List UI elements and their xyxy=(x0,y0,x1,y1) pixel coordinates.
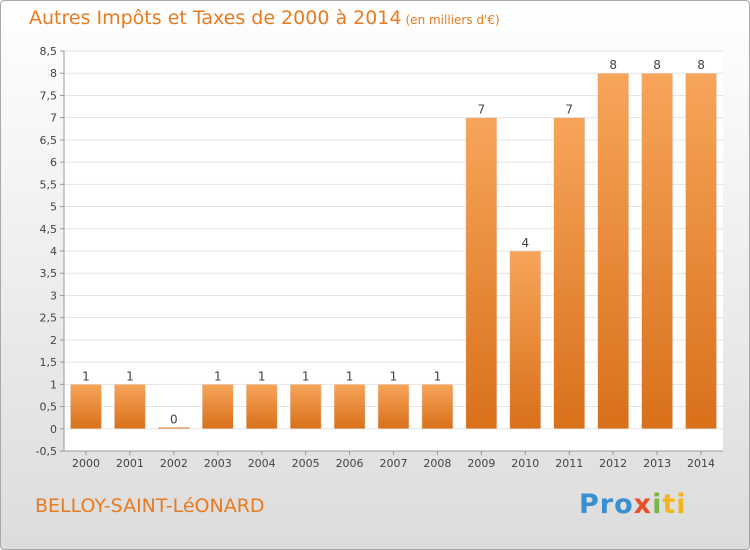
y-tick-label: 8,5 xyxy=(40,45,58,58)
y-tick-label: 7,5 xyxy=(40,89,58,102)
proxiti-logo: Proxiti xyxy=(579,489,687,520)
bar-value-label: 1 xyxy=(82,369,90,383)
bar-value-label: 1 xyxy=(126,369,134,383)
y-tick-label: 6,5 xyxy=(40,134,58,147)
bar-2008 xyxy=(421,384,454,430)
chart-unit: (en milliers d'€) xyxy=(405,13,500,27)
x-tick-label: 2001 xyxy=(116,457,144,470)
x-tick-label: 2005 xyxy=(292,457,320,470)
bar-2010 xyxy=(509,250,542,430)
logo-part: ti xyxy=(662,489,687,520)
bar-2005 xyxy=(289,384,322,430)
y-tick-label: 2,5 xyxy=(40,312,58,325)
bar-2011 xyxy=(553,117,585,430)
bar-value-label: 0 xyxy=(170,412,178,426)
bar-value-label: 4 xyxy=(521,236,529,250)
bar-value-label: 8 xyxy=(697,58,705,72)
bar-value-label: 8 xyxy=(609,58,617,72)
x-tick-label: 2003 xyxy=(204,457,232,470)
y-tick-label: 6 xyxy=(50,156,57,169)
bar-value-label: 1 xyxy=(346,369,354,383)
y-tick-label: 3,5 xyxy=(40,267,58,280)
bar-value-label: 1 xyxy=(390,369,398,383)
y-tick-label: 4 xyxy=(50,245,57,258)
chart-title: Autres Impôts et Taxes de 2000 à 2014 (en… xyxy=(29,7,500,29)
bar-2001 xyxy=(114,384,146,430)
x-tick-label: 2014 xyxy=(687,457,715,470)
bar-2007 xyxy=(377,384,410,430)
x-tick-label: 2013 xyxy=(643,457,671,470)
x-tick-label: 2007 xyxy=(380,457,408,470)
y-tick-label: -0,5 xyxy=(36,445,57,458)
x-tick-label: 2008 xyxy=(423,457,451,470)
x-tick-label: 2002 xyxy=(160,457,188,470)
bar-2002 xyxy=(158,427,190,430)
bar-value-label: 7 xyxy=(478,103,486,117)
bar-2004 xyxy=(245,384,278,430)
bar-value-label: 1 xyxy=(434,369,442,383)
y-tick-label: 0 xyxy=(50,423,57,436)
y-tick-label: 3 xyxy=(50,289,57,302)
y-tick-label: 1 xyxy=(50,378,57,391)
bar-2012 xyxy=(597,72,629,430)
bar-2006 xyxy=(333,384,366,430)
bar-2003 xyxy=(202,384,234,430)
bar-value-label: 1 xyxy=(258,369,266,383)
bar-value-label: 1 xyxy=(214,369,222,383)
bar-value-label: 8 xyxy=(653,58,661,72)
bar-2009 xyxy=(465,117,498,430)
bar-value-label: 7 xyxy=(565,103,573,117)
x-tick-label: 2006 xyxy=(336,457,364,470)
y-tick-label: 1,5 xyxy=(40,356,58,369)
bar-2014 xyxy=(685,72,717,430)
y-tick-label: 0,5 xyxy=(40,401,58,414)
y-tick-label: 4,5 xyxy=(40,223,58,236)
logo-part: i xyxy=(652,489,663,520)
y-tick-label: 2 xyxy=(50,334,57,347)
y-tick-label: 8 xyxy=(50,67,57,80)
bar-value-label: 1 xyxy=(302,369,310,383)
logo-part: Pro xyxy=(579,489,634,520)
x-tick-label: 2010 xyxy=(511,457,539,470)
logo-part: x xyxy=(633,489,653,520)
y-tick-label: 5 xyxy=(50,201,57,214)
y-tick-label: 7 xyxy=(50,112,57,125)
bar-2013 xyxy=(641,72,673,430)
x-tick-label: 2012 xyxy=(599,457,627,470)
commune-name: BELLOY-SAINT-LéONARD xyxy=(35,495,265,517)
y-tick-label: 5,5 xyxy=(40,178,58,191)
x-tick-label: 2004 xyxy=(248,457,276,470)
bar-2000 xyxy=(70,384,102,430)
x-tick-label: 2000 xyxy=(72,457,100,470)
chart-title-text: Autres Impôts et Taxes de 2000 à 2014 xyxy=(29,7,402,29)
x-tick-label: 2011 xyxy=(555,457,583,470)
x-tick-label: 2009 xyxy=(467,457,495,470)
